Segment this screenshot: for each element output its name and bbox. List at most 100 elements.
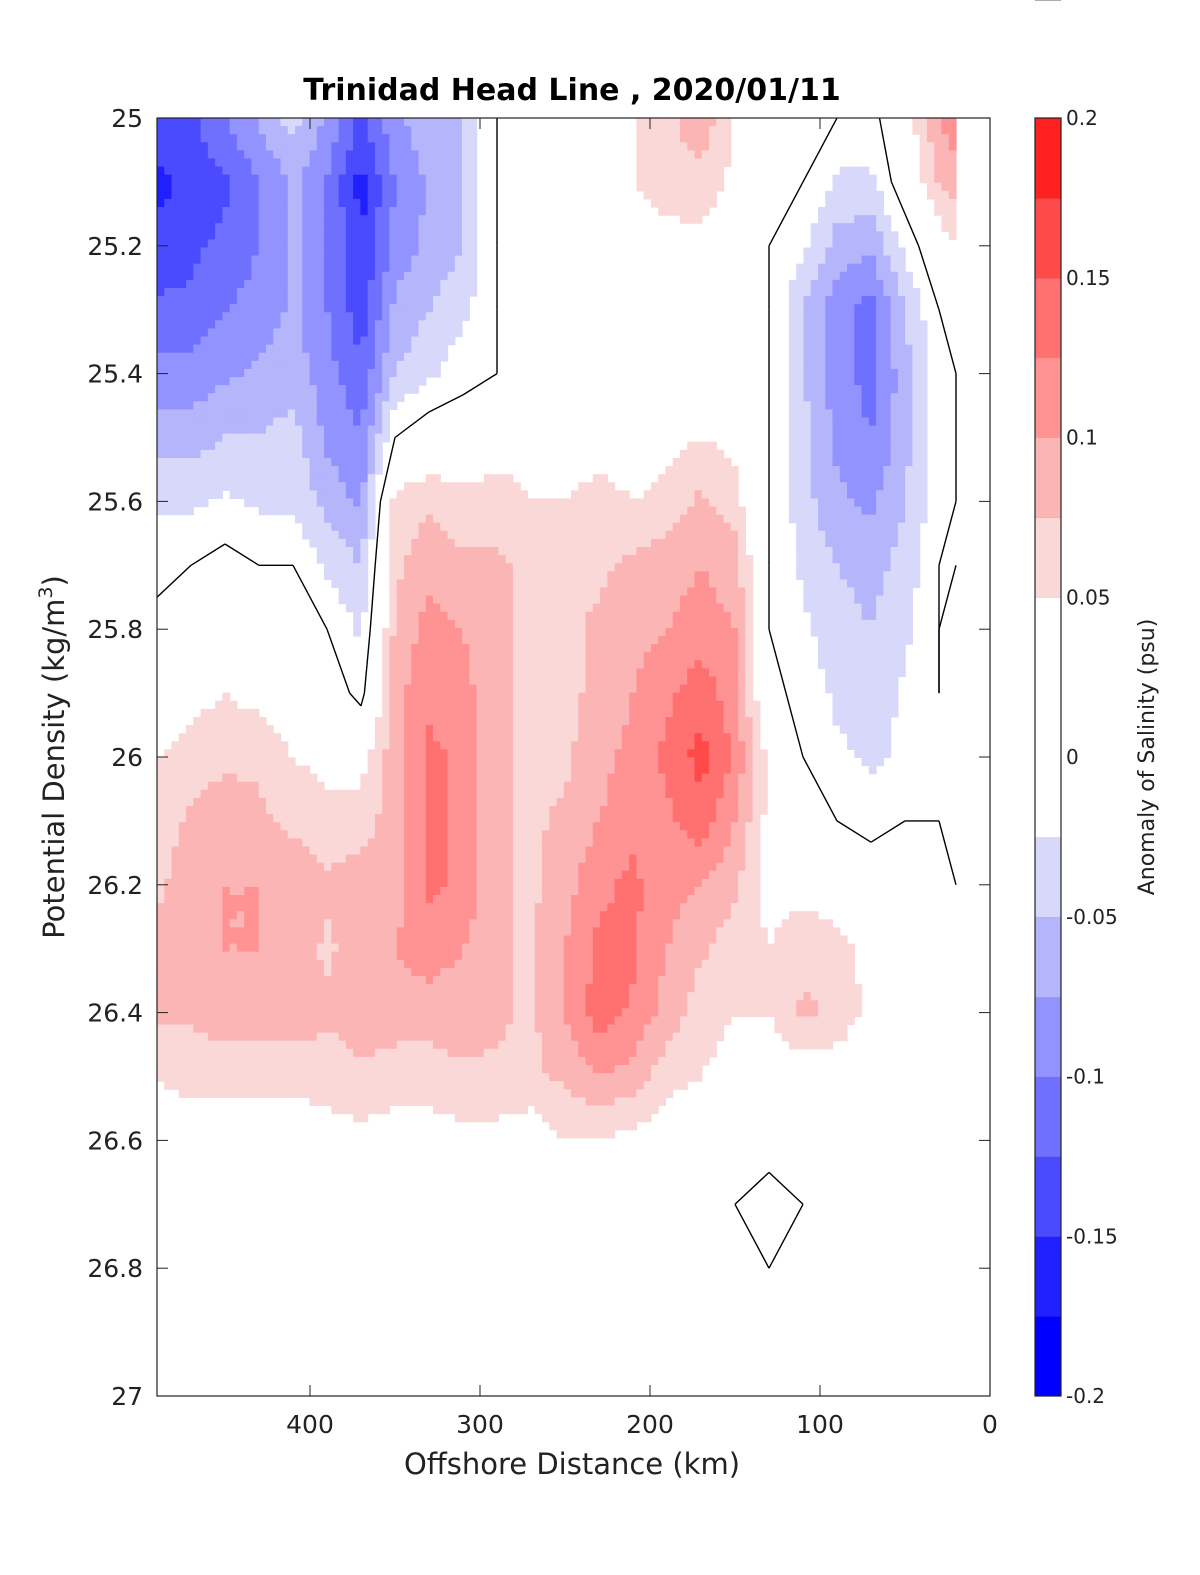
contour-cell bbox=[440, 716, 449, 726]
contour-cell bbox=[556, 716, 565, 726]
contour-cell bbox=[868, 571, 877, 580]
contour-cell bbox=[469, 514, 478, 524]
contour-cell bbox=[658, 150, 667, 160]
contour-cell bbox=[505, 733, 514, 742]
contour-cell bbox=[411, 215, 420, 224]
contour-cell bbox=[164, 182, 173, 192]
contour-cell bbox=[360, 134, 369, 143]
contour-cell bbox=[847, 571, 855, 580]
contour-cell bbox=[541, 741, 550, 750]
contour-cell bbox=[658, 118, 667, 127]
contour-cell bbox=[607, 571, 616, 580]
contour-cell bbox=[389, 692, 398, 702]
contour-cell bbox=[331, 182, 340, 192]
contour-cell bbox=[287, 287, 296, 297]
contour-cell bbox=[868, 716, 877, 726]
contour-cell bbox=[563, 530, 572, 540]
contour-cell bbox=[534, 660, 543, 669]
contour-cell bbox=[454, 538, 463, 548]
contour-cell bbox=[331, 401, 340, 410]
contour-cell bbox=[171, 174, 180, 184]
contour-cell bbox=[825, 207, 834, 216]
contour-cell bbox=[861, 611, 870, 621]
contour-cell bbox=[868, 409, 877, 419]
contour-cell bbox=[738, 555, 746, 564]
contour-cell bbox=[287, 474, 296, 483]
contour-cell bbox=[592, 644, 601, 653]
contour-cell bbox=[222, 474, 231, 483]
contour-cell bbox=[244, 166, 253, 176]
contour-cell bbox=[302, 441, 311, 451]
contour-cell bbox=[832, 644, 841, 653]
contour-cell bbox=[331, 142, 340, 151]
contour-cell bbox=[447, 304, 456, 313]
contour-cell bbox=[476, 741, 485, 750]
contour-cell bbox=[200, 271, 209, 281]
contour-cell bbox=[331, 482, 340, 491]
contour-cell bbox=[541, 700, 550, 710]
contour-cell bbox=[679, 207, 688, 216]
contour-cell bbox=[382, 126, 391, 135]
contour-cell bbox=[403, 538, 412, 548]
contour-cell bbox=[803, 344, 812, 354]
contour-cell bbox=[164, 304, 173, 313]
contour-cell bbox=[672, 466, 681, 475]
contour-cell bbox=[215, 385, 223, 394]
contour-cell bbox=[178, 368, 187, 378]
contour-cell bbox=[273, 457, 282, 467]
contour-cell bbox=[498, 498, 507, 508]
contour-cell bbox=[476, 490, 485, 500]
contour-cell bbox=[374, 279, 383, 289]
contour-cell bbox=[687, 215, 696, 224]
contour-cell bbox=[433, 498, 441, 508]
contour-cell bbox=[556, 725, 565, 734]
contour-cell bbox=[912, 352, 921, 362]
contour-cell bbox=[338, 304, 347, 313]
contour-cell bbox=[418, 166, 427, 176]
contour-cell bbox=[324, 368, 332, 378]
contour-cell bbox=[200, 118, 209, 127]
contour-cell bbox=[498, 644, 507, 653]
contour-cell bbox=[854, 425, 863, 435]
contour-cell bbox=[382, 134, 391, 143]
contour-cell bbox=[730, 619, 739, 629]
contour-cell bbox=[229, 716, 238, 726]
contour-cell bbox=[796, 377, 805, 386]
contour-cell bbox=[251, 166, 260, 176]
contour-cell bbox=[854, 676, 863, 686]
contour-cell bbox=[345, 344, 354, 354]
contour-cell bbox=[839, 449, 848, 459]
contour-cell bbox=[251, 328, 260, 338]
contour-cell bbox=[324, 457, 332, 467]
contour-cell bbox=[897, 555, 906, 564]
contour-cell bbox=[418, 595, 427, 605]
contour-cell bbox=[229, 385, 238, 394]
contour-cell bbox=[411, 255, 420, 265]
contour-cell bbox=[229, 312, 238, 321]
contour-cell bbox=[788, 328, 797, 338]
contour-cell bbox=[215, 134, 223, 143]
contour-cell bbox=[186, 441, 194, 451]
contour-cell bbox=[629, 595, 637, 605]
contour-cell bbox=[469, 498, 478, 508]
contour-cell bbox=[861, 279, 870, 289]
contour-cell bbox=[353, 296, 361, 305]
contour-cell bbox=[440, 741, 449, 750]
contour-cell bbox=[643, 700, 652, 710]
contour-cell bbox=[469, 198, 478, 208]
contour-cell bbox=[425, 571, 434, 580]
contour-cell bbox=[186, 247, 194, 257]
contour-cell bbox=[287, 207, 296, 216]
contour-cell bbox=[207, 126, 216, 135]
contour-cell bbox=[403, 150, 412, 160]
contour-cell bbox=[810, 255, 819, 265]
contour-cell bbox=[273, 134, 282, 143]
contour-cell bbox=[745, 684, 754, 694]
contour-cell bbox=[324, 522, 332, 532]
contour-cell bbox=[178, 142, 187, 151]
contour-cell bbox=[178, 449, 187, 459]
contour-cell bbox=[207, 368, 216, 378]
contour-cell bbox=[411, 198, 420, 208]
contour-cell bbox=[912, 571, 921, 580]
contour-cell bbox=[600, 660, 608, 669]
